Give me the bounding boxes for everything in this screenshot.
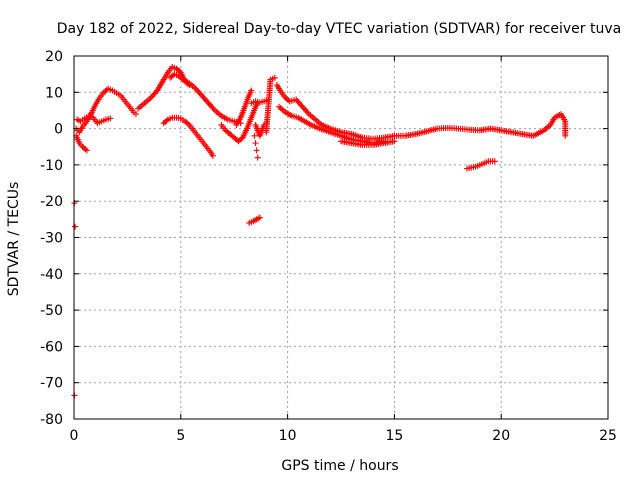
y-tick-label: -60 (40, 339, 63, 355)
data-point (72, 223, 79, 230)
y-tick-label: 0 (54, 122, 63, 138)
data-point (248, 87, 255, 94)
y-tick-label: -20 (40, 194, 63, 210)
x-tick-label: 25 (599, 428, 617, 444)
data-point (562, 132, 569, 139)
y-tick-label: 10 (45, 85, 63, 101)
x-tick-label: 20 (492, 428, 510, 444)
data-point (132, 111, 139, 118)
chart-title: Day 182 of 2022, Sidereal Day-to-day VTE… (57, 21, 621, 37)
axis-ticks: 0 5 10 15 20 25 20 10 0 -10 -20 -30 -40 -50 -60 -70 -80 (40, 49, 617, 444)
data-point (254, 154, 261, 161)
y-tick-label: -30 (40, 231, 63, 247)
data-point (238, 135, 245, 142)
y-tick-label: -10 (40, 158, 63, 174)
data-point (251, 132, 258, 139)
x-tick-label: 10 (279, 428, 297, 444)
data-point (163, 117, 170, 124)
data-point (82, 146, 89, 153)
data-point (252, 140, 259, 147)
y-tick-label: 20 (45, 49, 63, 65)
data-point (83, 147, 90, 154)
data-point (176, 68, 183, 75)
data-point (209, 152, 216, 159)
data-point (256, 214, 263, 221)
data-points (71, 63, 569, 399)
data-point (491, 158, 498, 165)
y-tick-label: -40 (40, 267, 63, 283)
x-tick-label: 0 (70, 428, 79, 444)
data-point (178, 75, 185, 82)
y-axis-title: SDTVAR / TECUs (6, 182, 22, 297)
data-point (391, 138, 398, 145)
y-tick-label: -50 (40, 303, 63, 319)
data-point (285, 97, 292, 104)
y-tick-label: -70 (40, 376, 63, 392)
data-point (253, 147, 260, 154)
y-tick-label: -80 (40, 412, 63, 428)
x-tick-label: 5 (176, 428, 185, 444)
x-axis-title: GPS time / hours (281, 458, 398, 474)
grid (74, 56, 608, 419)
data-point (271, 74, 278, 81)
data-point (107, 115, 114, 122)
data-point (184, 120, 191, 127)
x-tick-label: 15 (385, 428, 403, 444)
